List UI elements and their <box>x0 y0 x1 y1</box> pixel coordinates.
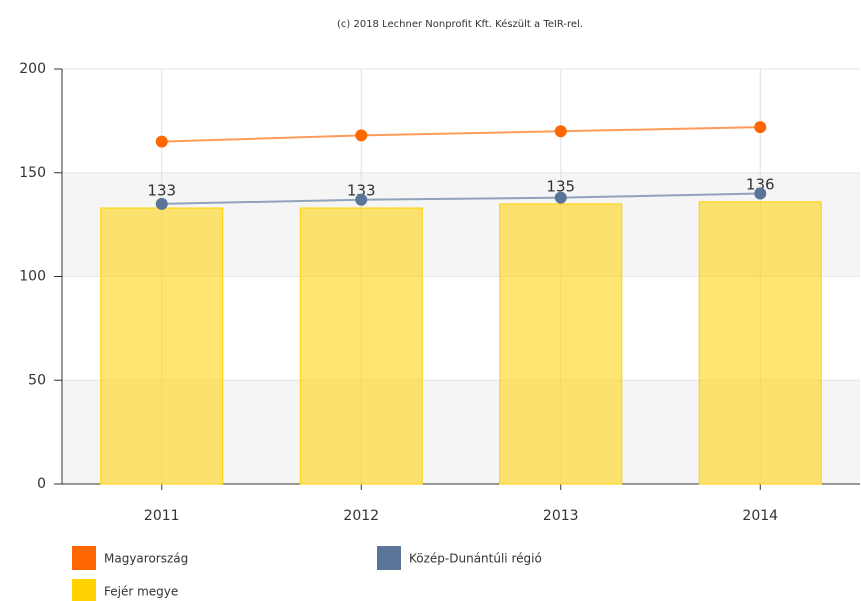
bar <box>499 203 623 485</box>
marker <box>155 197 168 210</box>
data-label: 135 <box>546 177 575 195</box>
data-label: 136 <box>746 175 775 193</box>
credit: (c) 2018 Lechner Nonprofit Kft. Készült … <box>337 18 583 30</box>
y-tick-label: 100 <box>19 269 46 285</box>
bar <box>100 207 224 485</box>
x-tick-label: 2012 <box>343 508 379 524</box>
y-tick-label: 50 <box>28 372 46 388</box>
data-label: 133 <box>347 182 376 200</box>
marker <box>355 129 368 142</box>
bar <box>698 201 822 485</box>
x-tick-label: 2014 <box>742 508 778 524</box>
x-tick-label: 2011 <box>144 508 180 524</box>
marker <box>554 191 567 204</box>
y-tick-label: 150 <box>19 165 46 181</box>
marker <box>754 187 767 200</box>
y-tick-label: 200 <box>19 61 46 77</box>
legend-swatch <box>377 546 401 570</box>
marker <box>754 121 767 134</box>
data-label: 133 <box>147 182 176 200</box>
legend-label: Közép-Dunántúli régió <box>409 552 542 566</box>
marker <box>554 125 567 138</box>
bar <box>299 207 423 485</box>
y-tick-label: 0 <box>37 476 46 492</box>
x-tick-label: 2013 <box>543 508 579 524</box>
marker <box>155 135 168 148</box>
legend-swatch <box>72 579 96 601</box>
grid-band <box>62 69 860 173</box>
legend-label: Fejér megye <box>104 585 178 599</box>
line <box>161 192 761 205</box>
legend-label: Magyarország <box>104 552 188 566</box>
line <box>161 126 761 143</box>
legend-swatch <box>72 546 96 570</box>
marker <box>355 193 368 206</box>
